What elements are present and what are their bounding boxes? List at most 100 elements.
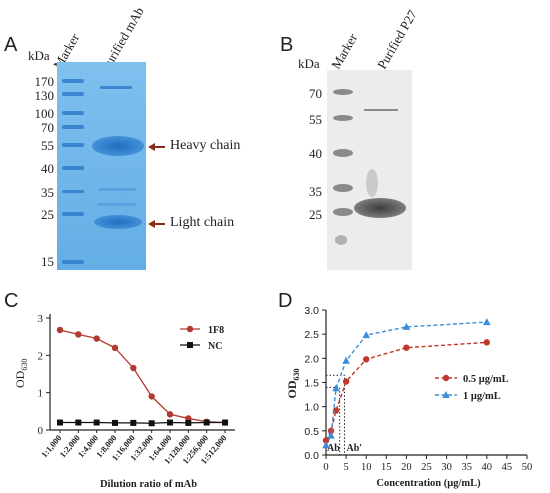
x-tick-label: 20 bbox=[401, 462, 412, 473]
panel-b-kda-label: kDa bbox=[298, 56, 320, 71]
data-point bbox=[342, 378, 350, 385]
data-point bbox=[322, 441, 330, 449]
y-tick-label: 0.5 bbox=[304, 426, 319, 438]
y-tick-label: 1.0 bbox=[304, 402, 319, 414]
ladder-band bbox=[62, 79, 84, 83]
gel-band-heavy-chain bbox=[92, 136, 144, 156]
data-point bbox=[332, 407, 340, 414]
gel-band-top bbox=[100, 86, 132, 89]
ladder-label: 15 bbox=[41, 254, 54, 269]
ladder-label: 170 bbox=[34, 74, 55, 89]
annotation-ab-prime: Ab' bbox=[346, 443, 362, 454]
data-point-1f8 bbox=[75, 331, 82, 338]
data-point bbox=[332, 384, 340, 392]
y-axis-label: OD630 bbox=[13, 359, 29, 388]
panel-b-blot bbox=[327, 70, 412, 270]
ladder-band bbox=[62, 92, 84, 96]
y-tick-label: 1.5 bbox=[304, 378, 319, 390]
x-tick-label: 15 bbox=[381, 462, 392, 473]
gel-band-faint bbox=[98, 188, 136, 191]
x-tick-label: 25 bbox=[421, 462, 432, 473]
gel-band-faint bbox=[98, 203, 136, 206]
legend-marker bbox=[442, 391, 450, 398]
x-tick-label: 50 bbox=[522, 462, 533, 473]
y-tick-label: 2.5 bbox=[304, 329, 319, 341]
data-point-nc bbox=[93, 419, 100, 426]
data-point-1f8 bbox=[148, 393, 155, 400]
y-tick-label: 3 bbox=[38, 313, 44, 325]
panel-c-letter: C bbox=[4, 290, 19, 312]
legend-label: 0.5 μg/mL bbox=[463, 374, 509, 385]
ladder-band bbox=[333, 115, 353, 121]
legend-label: NC bbox=[208, 341, 222, 352]
data-point-1f8 bbox=[130, 364, 137, 372]
ladder-band bbox=[333, 89, 353, 95]
ladder-label: 40 bbox=[309, 146, 322, 161]
ladder-label: 70 bbox=[309, 86, 322, 101]
ladder-label: 55 bbox=[41, 138, 54, 153]
heavy-chain-arrow bbox=[148, 143, 165, 151]
ladder-label: 35 bbox=[309, 184, 322, 199]
y-tick-label: 1 bbox=[38, 388, 44, 400]
y-tick-label: 2 bbox=[38, 350, 44, 362]
ladder-label: 130 bbox=[34, 88, 55, 103]
legend-marker bbox=[442, 374, 450, 382]
panel-a-gel bbox=[57, 62, 165, 270]
ladder-label: 35 bbox=[41, 185, 54, 200]
ladder-band bbox=[62, 111, 84, 115]
data-point-nc bbox=[75, 419, 82, 426]
x-tick-label: 5 bbox=[343, 462, 348, 473]
panel-a-letter: A bbox=[4, 34, 18, 56]
ladder-band bbox=[333, 184, 353, 192]
ladder-label: 25 bbox=[309, 207, 322, 222]
legend-label: 1 μg/mL bbox=[463, 391, 501, 402]
panel-b-ladder-labels: 70 55 40 35 25 bbox=[280, 0, 324, 280]
x-tick-label: 0 bbox=[323, 462, 328, 473]
x-axis-label: Concentration (μg/mL) bbox=[376, 478, 481, 489]
ladder-label: 70 bbox=[41, 120, 54, 135]
ladder-band bbox=[335, 235, 347, 245]
data-point-nc bbox=[112, 419, 118, 426]
data-point bbox=[483, 339, 490, 346]
guide-line-ab-prime bbox=[326, 374, 345, 455]
panel-d-letter: D bbox=[278, 290, 293, 312]
legend-marker bbox=[186, 325, 194, 333]
blot-band-smear bbox=[366, 169, 378, 197]
chart-c: 01231:1,0001:2,0001:4,0001:8,0001:16,000… bbox=[13, 313, 235, 490]
data-point-nc bbox=[148, 420, 155, 427]
gel-marker-ladder bbox=[62, 79, 84, 264]
ladder-band bbox=[62, 190, 84, 193]
ladder-label: 25 bbox=[41, 207, 54, 222]
y-axis-label: OD630 bbox=[285, 369, 301, 399]
y-tick-label: 2.0 bbox=[304, 353, 319, 365]
ladder-label: 55 bbox=[309, 112, 322, 127]
y-tick-label: 0.0 bbox=[304, 450, 319, 462]
x-tick-label: 30 bbox=[441, 462, 452, 473]
ladder-band bbox=[62, 143, 84, 147]
panel-a-kda-label: kDa bbox=[28, 48, 50, 63]
guide-line-ab bbox=[326, 386, 341, 455]
blot-band-upper bbox=[364, 109, 398, 111]
blot-band-p27 bbox=[354, 198, 406, 218]
data-point bbox=[342, 356, 350, 364]
y-tick-label: 0 bbox=[38, 425, 44, 437]
data-point-nc bbox=[203, 419, 210, 426]
y-tick-label: 3.0 bbox=[304, 305, 319, 317]
legend-marker bbox=[187, 342, 193, 348]
data-point bbox=[403, 344, 410, 351]
data-point bbox=[327, 431, 335, 439]
light-chain-arrow bbox=[148, 220, 165, 228]
gel-band-light-chain bbox=[94, 215, 142, 229]
data-point-nc bbox=[57, 419, 63, 426]
ladder-band bbox=[62, 166, 84, 170]
data-point bbox=[363, 356, 370, 363]
data-point-nc bbox=[185, 419, 192, 426]
chart-d: 0.0 0.5 1.0 1.5 2.0 2.5 3.0 0 5 10 15 20 25 30 35 40 45 5… bbox=[285, 305, 533, 489]
blot-marker-ladder bbox=[333, 89, 353, 245]
data-point bbox=[362, 331, 370, 339]
legend-label: 1F8 bbox=[208, 325, 224, 336]
data-point bbox=[402, 322, 411, 330]
x-tick-label: 35 bbox=[461, 462, 472, 473]
ladder-band bbox=[333, 149, 353, 157]
ladder-band bbox=[62, 125, 84, 129]
